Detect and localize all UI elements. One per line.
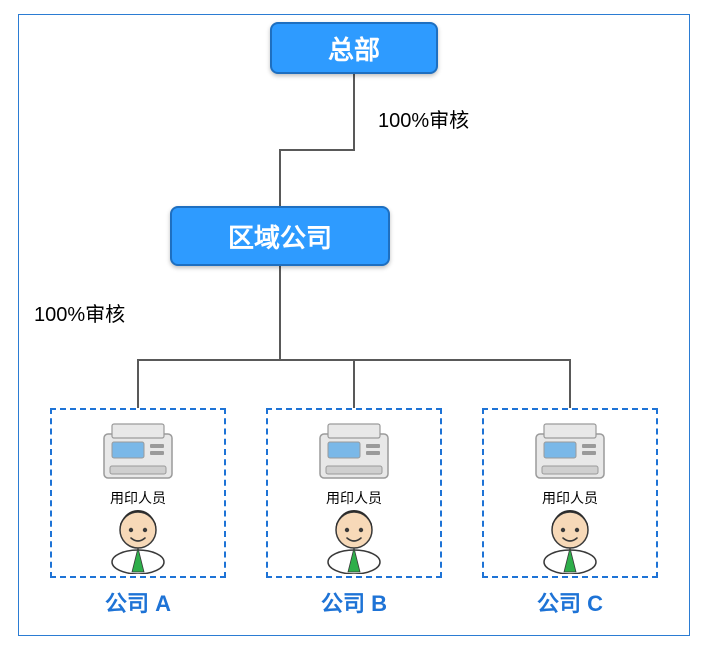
company-label-B: 公司 B xyxy=(306,586,402,618)
person-icon xyxy=(326,508,382,574)
role-label: 用印人员 xyxy=(536,488,604,508)
printer-icon xyxy=(314,420,394,484)
role-label: 用印人员 xyxy=(104,488,172,508)
edge-label-hq-review: 100%审核 xyxy=(378,104,469,133)
edge-label-regional-review: 100%审核 xyxy=(34,298,125,327)
company-label-C: 公司 C xyxy=(522,586,618,618)
role-label: 用印人员 xyxy=(320,488,388,508)
node-regional: 区域公司 xyxy=(170,206,390,266)
node-regional-label: 区域公司 xyxy=(228,218,332,255)
company-label-A: 公司 A xyxy=(90,586,186,618)
person-icon xyxy=(542,508,598,574)
node-headquarters: 总部 xyxy=(270,22,438,74)
printer-icon xyxy=(530,420,610,484)
person-icon xyxy=(110,508,166,574)
org-chart-canvas: 总部 区域公司 100%审核 100%审核 公司 A 用印人员公司 B 用印人员公司… xyxy=(0,0,708,650)
node-headquarters-label: 总部 xyxy=(328,30,380,67)
printer-icon xyxy=(98,420,178,484)
